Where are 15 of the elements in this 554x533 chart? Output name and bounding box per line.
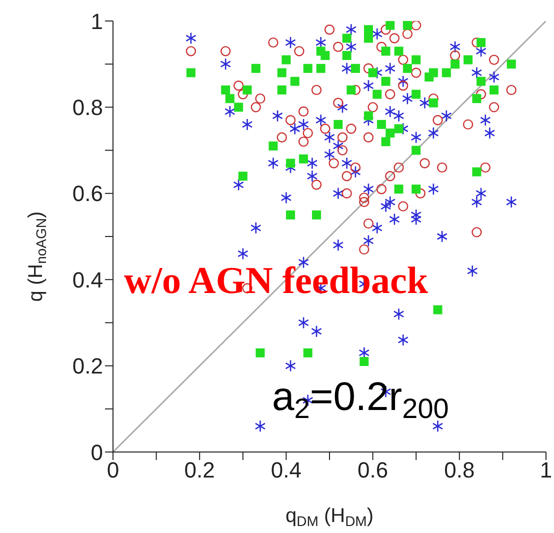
x-tick-label: 0.2 bbox=[184, 458, 215, 483]
x-tick-label: 0 bbox=[106, 458, 120, 483]
x-tick-label: 0.4 bbox=[270, 458, 302, 483]
x-tick-label: 0.8 bbox=[444, 458, 475, 483]
y-tick-label: 0.4 bbox=[72, 267, 103, 292]
x-tick-label: 0.6 bbox=[358, 458, 388, 483]
x-tick-label: 1 bbox=[540, 458, 552, 483]
y-tick-label: 0 bbox=[90, 440, 103, 465]
annotation: w/o AGN feedback bbox=[124, 260, 429, 302]
annotation: a$_{2}$=0.2r$_{200}$ bbox=[272, 375, 449, 424]
y-tick-label: 0.6 bbox=[72, 181, 103, 206]
y-tick-label: 1 bbox=[90, 8, 103, 34]
y-tick-label: 0.8 bbox=[72, 95, 103, 120]
x-axis-title: q$_{DM}$ (H$_{DM}$) bbox=[285, 505, 374, 530]
y-tick-label: 0.2 bbox=[72, 354, 103, 379]
